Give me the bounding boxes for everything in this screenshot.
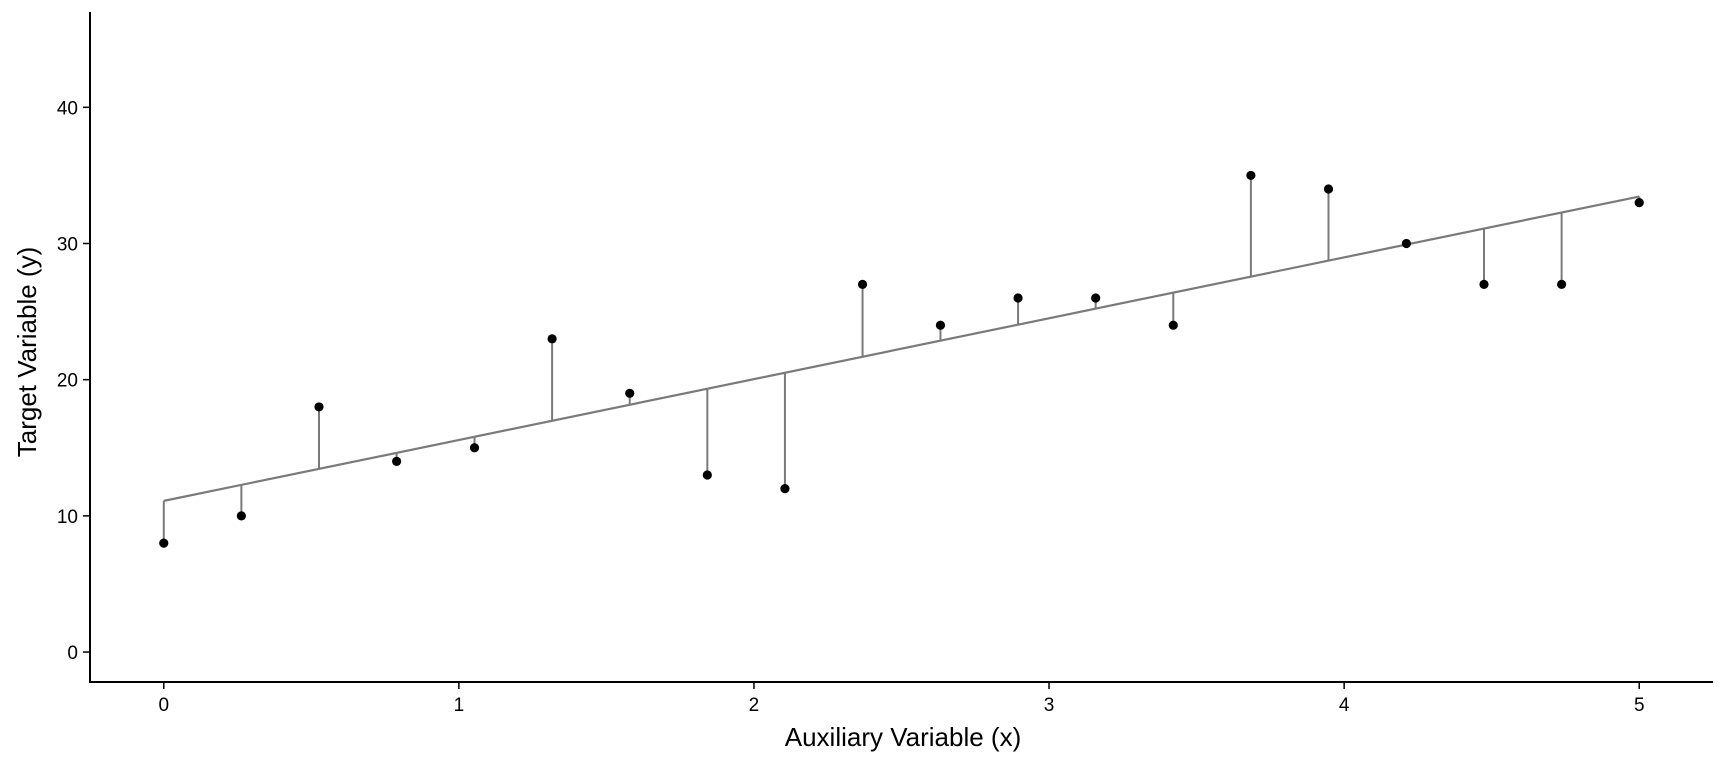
- data-point: [935, 320, 946, 330]
- y-tick-label: 10: [57, 507, 78, 528]
- data-point: [780, 484, 790, 494]
- data-point: [469, 443, 480, 453]
- x-axis-title: Auxiliary Variable (x): [785, 722, 1021, 752]
- y-tick-label: 30: [57, 235, 78, 256]
- data-point: [314, 402, 324, 412]
- data-point: [1013, 293, 1023, 303]
- data-point: [236, 511, 246, 521]
- data-point: [702, 470, 712, 480]
- y-tick-label: 40: [57, 98, 78, 119]
- data-point: [1557, 279, 1567, 289]
- x-axis-ticks: 0 1 2 3 4 5: [158, 682, 1645, 716]
- data-point: [391, 456, 402, 466]
- x-tick-label: 4: [1339, 695, 1350, 716]
- data-point: [547, 334, 557, 344]
- data-point: [1091, 293, 1101, 303]
- x-tick-label: 2: [749, 695, 760, 716]
- x-tick-label: 0: [158, 695, 169, 716]
- y-tick-label: 0: [67, 643, 78, 664]
- x-tick-label: 5: [1634, 695, 1645, 716]
- x-tick-label: 3: [1044, 695, 1055, 716]
- y-axis-title: Target Variable (y): [12, 247, 42, 458]
- plot-area: 0 10 20 30 40 0 1 2 3 4 5: [57, 12, 1713, 716]
- data-point: [1168, 320, 1178, 330]
- regression-fit-line: [163, 195, 1640, 502]
- data-point: [1401, 238, 1412, 249]
- data-points: [159, 170, 1644, 548]
- data-point: [857, 279, 868, 289]
- data-point: [625, 388, 635, 398]
- data-point: [1323, 184, 1334, 194]
- y-axis-ticks: 0 10 20 30 40: [57, 98, 90, 664]
- residual-lines: [162, 175, 1641, 544]
- data-point: [1246, 170, 1256, 181]
- x-tick-label: 1: [454, 695, 465, 716]
- y-tick-label: 20: [57, 371, 78, 392]
- data-point: [159, 538, 169, 548]
- data-point: [1479, 279, 1489, 289]
- data-point: [1634, 198, 1644, 208]
